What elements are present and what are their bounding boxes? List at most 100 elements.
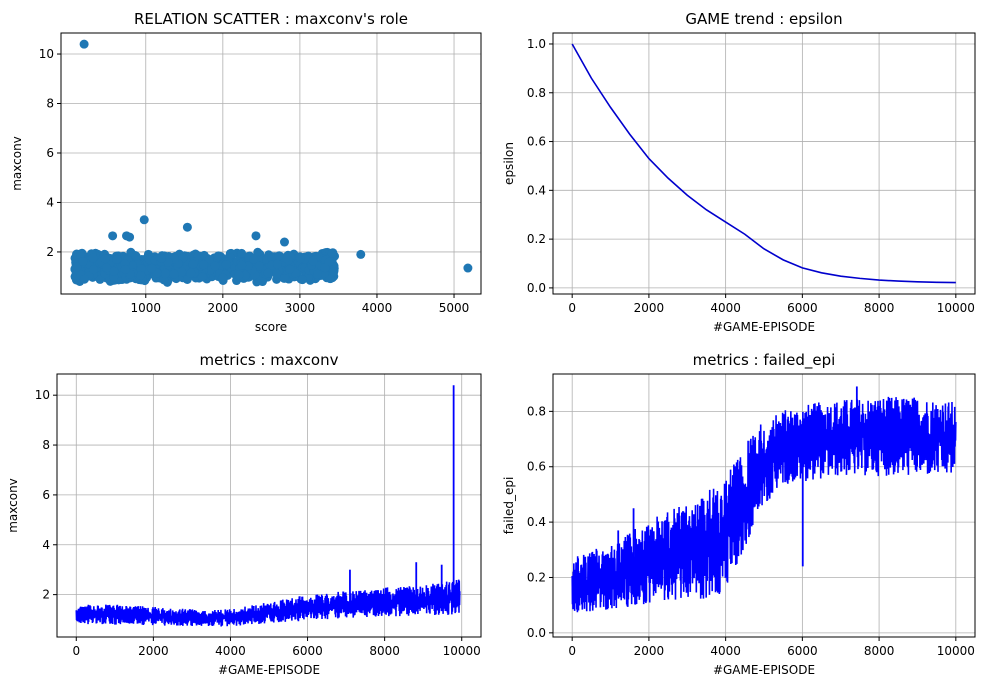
scatter-point xyxy=(72,262,82,272)
y-tick-label: 0.2 xyxy=(527,570,546,584)
scatter-point xyxy=(199,260,209,270)
scatter-point xyxy=(320,263,330,273)
y-tick-label: 2 xyxy=(46,245,54,259)
scatter-point xyxy=(272,269,282,279)
y-tick-label: 0.4 xyxy=(527,515,546,529)
x-tick-label: 4000 xyxy=(710,644,741,658)
x-tick-label: 0 xyxy=(568,644,576,658)
x-tick-label: 4000 xyxy=(710,301,741,315)
scatter-point xyxy=(274,251,284,261)
y-tick-label: 8 xyxy=(46,97,54,111)
scatter-point xyxy=(267,253,277,263)
scatter-point xyxy=(263,268,273,278)
scatter-point xyxy=(79,274,89,284)
scatter-point xyxy=(463,263,473,273)
plot-frame xyxy=(56,373,482,638)
y-tick-label: 0.0 xyxy=(527,281,546,295)
scatter-point xyxy=(272,259,282,269)
x-tick-label: 1000 xyxy=(130,301,161,315)
x-tick-label: 4000 xyxy=(215,644,246,658)
scatter-point xyxy=(126,247,136,257)
plot-frame xyxy=(552,32,976,295)
scatter-point xyxy=(356,249,366,259)
scatter-point xyxy=(88,253,98,263)
scatter-point xyxy=(285,264,295,274)
y-tick-label: 6 xyxy=(42,488,50,502)
series-line xyxy=(571,396,957,613)
x-tick-label: 4000 xyxy=(362,301,393,315)
chart-title: metrics : maxconv xyxy=(200,351,339,369)
scatter-point xyxy=(78,257,88,267)
scatter-point xyxy=(295,253,305,263)
y-tick-label: 0.6 xyxy=(527,135,546,149)
scatter-point xyxy=(249,254,259,264)
x-tick-label: 6000 xyxy=(787,644,818,658)
scatter-point xyxy=(136,270,146,280)
x-tick-label: 10000 xyxy=(443,644,481,658)
panel-maxconv-metrics: 0 2000 4000 6000 8000 10000 2 4 6 8 10 metrics : ma… xyxy=(6,351,482,677)
plot-area xyxy=(571,43,956,284)
scatter-point xyxy=(127,260,137,270)
scatter-point xyxy=(139,215,149,225)
x-tick-label: 2000 xyxy=(634,301,665,315)
scatter-point xyxy=(182,222,192,232)
panel-epsilon-trend: 0 2000 4000 6000 8000 10000 0.0 0.2 0.4 0.6 0.8 1.0… xyxy=(502,10,976,334)
x-axis-label: #GAME-EPISODE xyxy=(713,320,815,334)
y-tick-label: 8 xyxy=(42,438,50,452)
y-tick-label: 1.0 xyxy=(527,37,546,51)
y-tick-label: 2 xyxy=(42,588,50,602)
scatter-point xyxy=(313,269,323,279)
y-axis-label: failed_epi xyxy=(502,477,516,535)
x-tick-label: 2000 xyxy=(634,644,665,658)
y-tick-label: 0.2 xyxy=(527,232,546,246)
x-tick-label: 0 xyxy=(72,644,80,658)
x-axis-label: #GAME-EPISODE xyxy=(218,663,320,677)
x-axis-label: score xyxy=(255,320,287,334)
series-line xyxy=(571,43,956,284)
scatter-point xyxy=(254,261,264,271)
y-tick-label: 4 xyxy=(46,195,54,209)
y-tick-label: 0.4 xyxy=(527,183,546,197)
x-tick-label: 6000 xyxy=(292,644,323,658)
scatter-point xyxy=(210,261,220,271)
y-tick-label: 4 xyxy=(42,538,50,552)
x-tick-label: 0 xyxy=(568,301,576,315)
x-tick-label: 10000 xyxy=(937,301,975,315)
panel-relation-scatter: 1000 2000 3000 4000 5000 2 4 6 8 10 RELATION SCATT… xyxy=(10,10,482,334)
scatter-point xyxy=(188,259,198,269)
plot-area xyxy=(571,386,957,613)
scatter-point xyxy=(156,253,166,263)
y-tick-label: 10 xyxy=(35,388,50,402)
plot-frame xyxy=(552,373,976,638)
x-tick-label: 3000 xyxy=(285,301,316,315)
x-tick-label: 10000 xyxy=(937,644,975,658)
plot-area xyxy=(70,39,473,287)
series-line xyxy=(75,579,461,627)
chart-title: RELATION SCATTER : maxconv's role xyxy=(134,10,408,28)
x-tick-label: 6000 xyxy=(787,301,818,315)
scatter-point xyxy=(120,264,130,274)
plot-area xyxy=(75,385,461,627)
scatter-point xyxy=(251,231,261,241)
y-tick-label: 10 xyxy=(39,47,54,61)
y-tick-label: 6 xyxy=(46,146,54,160)
scatter-point xyxy=(234,270,244,280)
scatter-point xyxy=(297,275,307,285)
scatter-point xyxy=(197,272,207,282)
x-axis-label: #GAME-EPISODE xyxy=(713,663,815,677)
scatter-point xyxy=(146,263,156,273)
scatter-point xyxy=(125,232,135,242)
panel-failed-epi-metrics: 0 2000 4000 6000 8000 10000 0.0 0.2 0.4 0.6 0.8 met… xyxy=(502,351,976,677)
scatter-point xyxy=(308,256,318,266)
x-tick-label: 8000 xyxy=(864,301,895,315)
scatter-point xyxy=(108,231,118,241)
scatter-point xyxy=(218,273,228,283)
scatter-point xyxy=(100,254,110,264)
scatter-point xyxy=(88,265,98,275)
scatter-point xyxy=(204,255,214,265)
x-tick-label: 2000 xyxy=(138,644,169,658)
scatter-point xyxy=(327,248,337,258)
x-tick-label: 2000 xyxy=(208,301,239,315)
y-axis-label: epsilon xyxy=(502,142,516,185)
